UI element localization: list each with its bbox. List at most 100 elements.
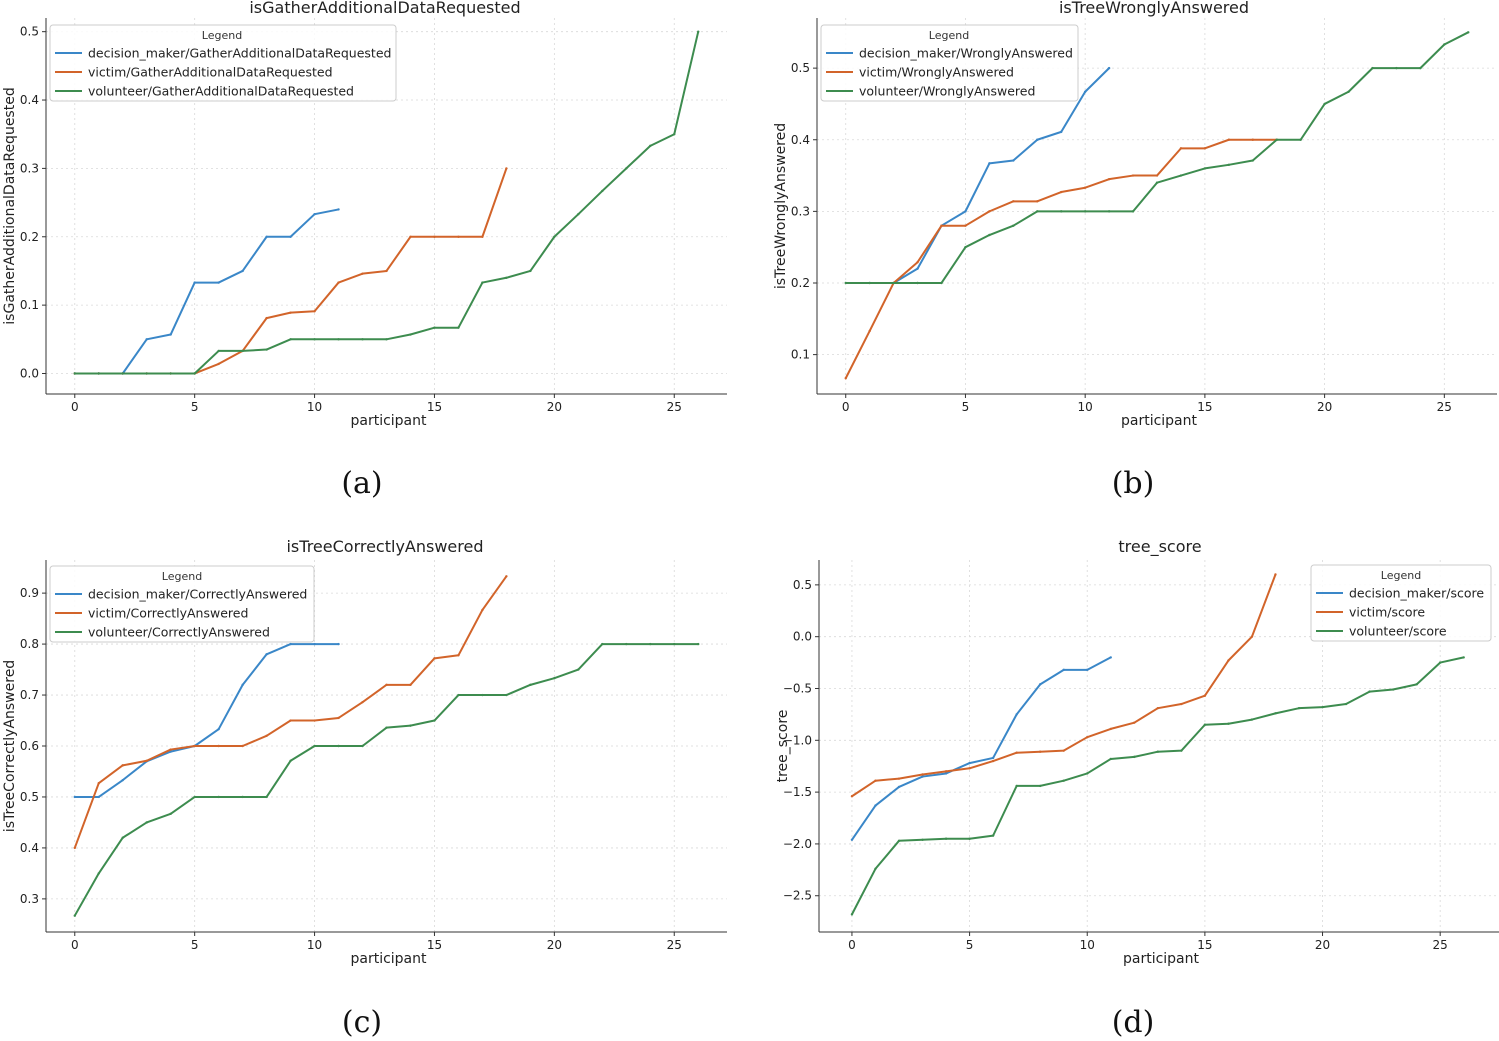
data-point-volunteer [868,281,871,285]
legend-entry-volunteer: volunteer/GatherAdditionalDataRequested [88,84,354,99]
data-point-volunteer [145,372,148,375]
data-point-volunteer [1062,779,1065,782]
data-point-victim [1203,147,1207,150]
data-point-victim [1156,706,1160,710]
data-point-volunteer [1251,159,1254,162]
data-point-victim [1086,735,1089,739]
data-point-victim [1274,573,1277,576]
data-point-volunteer [577,668,580,671]
data-point-victim [897,777,901,780]
chart-title: isTreeCorrectlyAnswered [286,537,483,556]
data-point-victim [313,310,316,313]
data-point-decision-maker [897,785,901,789]
data-point-decision-maker [169,333,172,336]
data-point-volunteer [1443,43,1446,46]
data-point-volunteer [1368,690,1371,693]
data-point-decision-maker [265,653,268,656]
data-point-volunteer [289,759,292,762]
x-tick-label: 10 [307,400,322,414]
data-point-victim [988,210,991,213]
data-point-volunteer [73,914,76,917]
data-point-volunteer [892,281,895,285]
data-point-victim [241,744,244,748]
data-point-victim [1155,174,1159,177]
data-point-decision-maker [916,267,919,270]
data-point-volunteer [409,333,412,336]
data-point-volunteer [97,872,100,875]
data-point-volunteer [1227,163,1231,167]
data-point-decision-maker [1107,66,1111,70]
data-point-victim [169,748,172,751]
y-tick-label: 0.8 [20,637,39,651]
data-point-victim [1203,694,1207,697]
data-point-volunteer [505,276,508,279]
data-point-volunteer [1133,755,1136,759]
data-point-volunteer [944,837,948,840]
data-point-volunteer [1274,712,1277,715]
data-point-victim [433,235,436,238]
legend-entry-victim: victim/GatherAdditionalDataRequested [88,65,333,80]
data-point-victim [265,734,268,738]
data-point-victim [1012,200,1015,203]
data-point-victim [1250,635,1254,638]
data-point-volunteer [1415,683,1418,686]
data-point-victim [361,272,364,275]
x-axis-label: participant [1121,413,1198,429]
data-point-volunteer [1391,688,1395,691]
data-point-decision-maker [313,213,316,216]
data-point-volunteer [337,744,340,748]
data-point-victim [1227,659,1230,662]
data-point-volunteer [1012,224,1015,227]
data-point-decision-maker [1012,159,1015,162]
data-point-volunteer [1203,167,1207,170]
data-point-volunteer [481,281,484,284]
x-tick-label: 20 [1317,400,1332,414]
data-point-victim [968,767,971,770]
data-point-volunteer [217,349,220,353]
data-point-decision-maker [944,772,948,775]
data-point-volunteer [1347,90,1350,93]
chart-panel-b: 0 5 10 15 20 25 0.1 0.2 0.3 0.4 0.5 isTreeWronglyAn… [773,0,1497,501]
data-point-volunteer [1467,31,1470,34]
data-point-victim [868,329,871,333]
y-tick-label: −1.0 [783,733,812,747]
data-point-victim [97,782,100,785]
y-tick-label: −2.5 [783,889,812,903]
x-tick-label: 5 [966,938,974,952]
data-point-decision-maker [217,281,220,284]
data-point-volunteer [874,867,877,870]
y-tick-label: 0.2 [791,276,810,290]
data-point-victim [850,795,854,798]
data-point-victim [457,654,460,657]
data-point-volunteer [121,372,124,375]
data-point-decision-maker [289,642,292,646]
data-point-decision-maker [850,838,854,841]
data-point-volunteer [505,693,508,697]
data-point-victim [1015,751,1018,754]
data-point-decision-maker [97,795,100,799]
data-point-decision-maker [241,269,244,273]
data-point-volunteer [553,677,556,680]
data-point-volunteer [73,372,76,375]
data-point-victim [916,261,919,264]
legend-entry-victim: victim/score [1349,605,1425,620]
data-point-decision-maker [265,235,268,238]
y-tick-label: 0.1 [20,298,39,312]
data-point-victim [874,779,877,782]
data-point-victim [991,759,995,763]
data-point-volunteer [1156,750,1160,753]
data-point-decision-maker [874,804,877,807]
data-point-victim [1180,702,1183,706]
data-point-volunteer [1323,102,1326,106]
data-point-volunteer [289,338,292,341]
data-point-victim [289,311,292,314]
data-point-volunteer [1297,706,1301,710]
data-point-decision-maker [337,208,340,211]
data-point-volunteer [385,726,388,729]
legend-title: Legend [1381,569,1421,582]
data-point-victim [193,744,196,748]
x-tick-label: 0 [71,400,79,414]
data-point-decision-maker [313,642,316,646]
data-point-decision-maker [1036,138,1039,141]
y-axis-label: isTreeCorrectlyAnswered [2,660,18,832]
